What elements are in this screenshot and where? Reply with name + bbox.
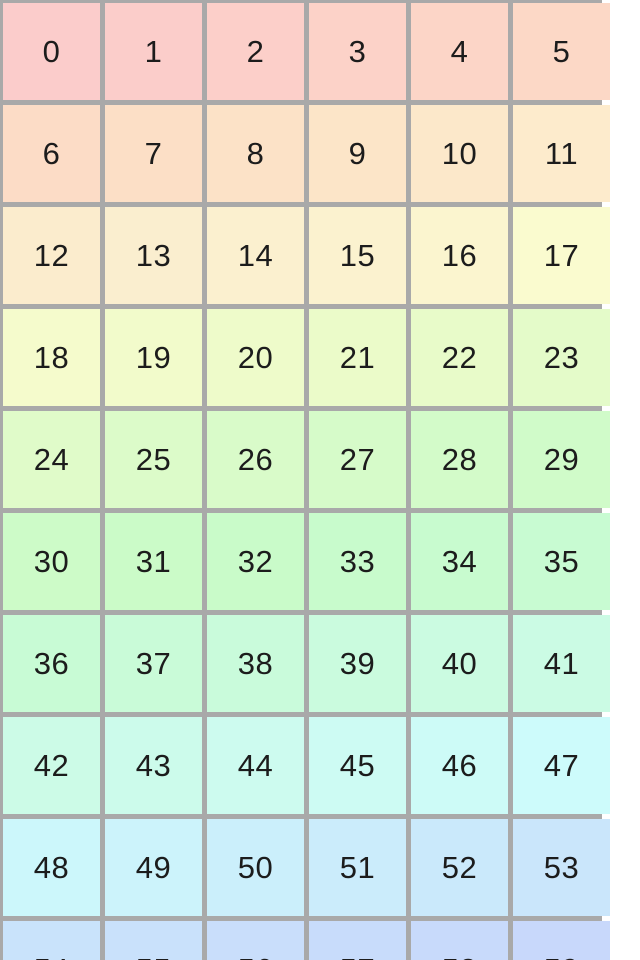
grid-cell[interactable]: 14 <box>207 207 304 304</box>
grid-cell[interactable]: 31 <box>105 513 202 610</box>
grid-cell[interactable]: 12 <box>3 207 100 304</box>
grid-cell[interactable]: 20 <box>207 309 304 406</box>
grid-cell[interactable]: 40 <box>411 615 508 712</box>
grid-cell[interactable]: 25 <box>105 411 202 508</box>
grid-cell[interactable]: 47 <box>513 717 610 814</box>
grid-cell[interactable]: 30 <box>3 513 100 610</box>
grid-cell[interactable]: 2 <box>207 3 304 100</box>
grid-cell[interactable]: 38 <box>207 615 304 712</box>
grid-cell[interactable]: 42 <box>3 717 100 814</box>
grid-cell[interactable]: 59 <box>513 921 610 960</box>
grid-cell[interactable]: 21 <box>309 309 406 406</box>
grid-cell[interactable]: 36 <box>3 615 100 712</box>
grid-cell[interactable]: 17 <box>513 207 610 304</box>
grid-cell[interactable]: 35 <box>513 513 610 610</box>
grid-cell[interactable]: 1 <box>105 3 202 100</box>
grid-cell[interactable]: 51 <box>309 819 406 916</box>
grid-cell[interactable]: 7 <box>105 105 202 202</box>
grid-cell[interactable]: 5 <box>513 3 610 100</box>
grid-cell[interactable]: 0 <box>3 3 100 100</box>
grid-cell[interactable]: 56 <box>207 921 304 960</box>
grid-cell[interactable]: 46 <box>411 717 508 814</box>
grid-cell[interactable]: 29 <box>513 411 610 508</box>
grid-cell[interactable]: 55 <box>105 921 202 960</box>
grid-cell[interactable]: 53 <box>513 819 610 916</box>
grid-cell[interactable]: 58 <box>411 921 508 960</box>
grid-cell[interactable]: 16 <box>411 207 508 304</box>
grid-cell[interactable]: 50 <box>207 819 304 916</box>
grid-cell[interactable]: 54 <box>3 921 100 960</box>
grid-cell[interactable]: 10 <box>411 105 508 202</box>
grid-cell[interactable]: 34 <box>411 513 508 610</box>
grid-cell[interactable]: 8 <box>207 105 304 202</box>
grid-cell[interactable]: 32 <box>207 513 304 610</box>
number-color-grid: 0 1 2 3 4 5 6 7 8 9 10 11 12 13 14 15 16 17 18 19 20 21 22 23 24… <box>0 0 610 960</box>
grid-cell[interactable]: 39 <box>309 615 406 712</box>
grid-cell[interactable]: 28 <box>411 411 508 508</box>
grid-cell[interactable]: 24 <box>3 411 100 508</box>
grid-cell[interactable]: 33 <box>309 513 406 610</box>
grid-cell[interactable]: 57 <box>309 921 406 960</box>
grid-cell[interactable]: 48 <box>3 819 100 916</box>
grid-cell[interactable]: 26 <box>207 411 304 508</box>
grid-cell[interactable]: 13 <box>105 207 202 304</box>
grid-cell[interactable]: 27 <box>309 411 406 508</box>
grid-cell[interactable]: 18 <box>3 309 100 406</box>
grid-cell[interactable]: 45 <box>309 717 406 814</box>
grid-cell[interactable]: 3 <box>309 3 406 100</box>
grid-cell[interactable]: 15 <box>309 207 406 304</box>
grid-cell[interactable]: 41 <box>513 615 610 712</box>
grid-cell[interactable]: 4 <box>411 3 508 100</box>
grid-cell[interactable]: 43 <box>105 717 202 814</box>
grid-cell[interactable]: 19 <box>105 309 202 406</box>
grid-cell[interactable]: 44 <box>207 717 304 814</box>
grid-cell[interactable]: 23 <box>513 309 610 406</box>
grid-cell[interactable]: 22 <box>411 309 508 406</box>
grid-cell[interactable]: 9 <box>309 105 406 202</box>
grid-cell[interactable]: 11 <box>513 105 610 202</box>
grid-cell[interactable]: 49 <box>105 819 202 916</box>
grid-cell[interactable]: 37 <box>105 615 202 712</box>
grid-cell[interactable]: 52 <box>411 819 508 916</box>
grid-cell[interactable]: 6 <box>3 105 100 202</box>
